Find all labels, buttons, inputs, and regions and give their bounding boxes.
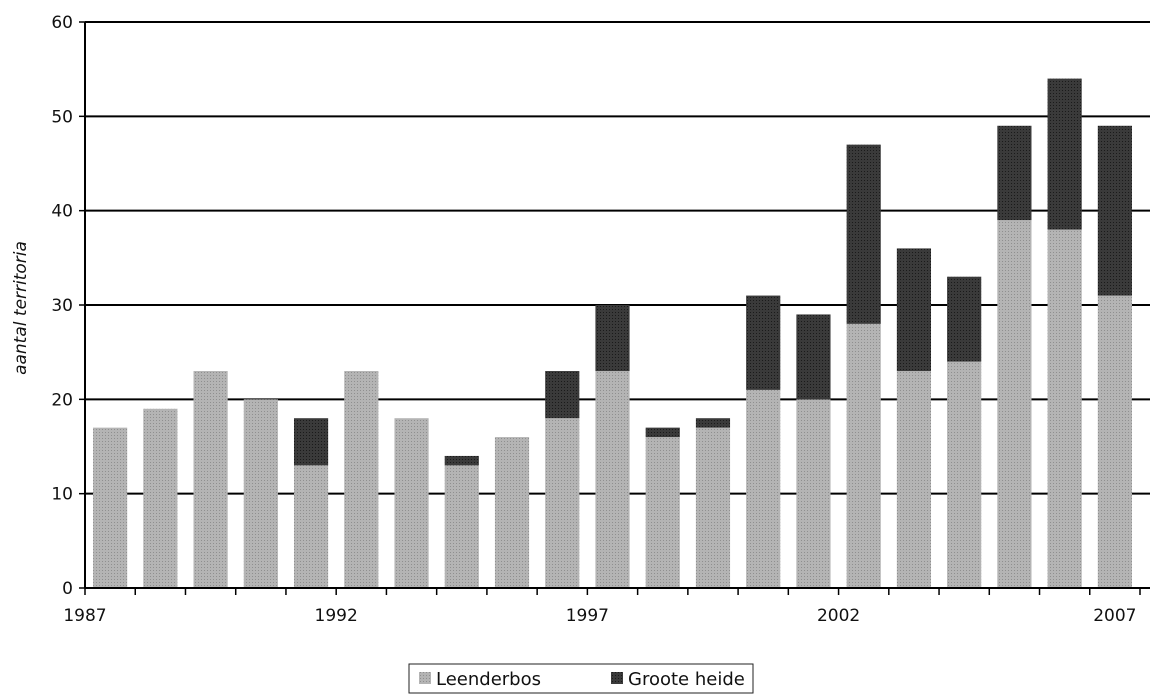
- bar-leenderbos-1997: [595, 371, 630, 588]
- bar-groote-heide-1994: [444, 455, 479, 466]
- bar-leenderbos-2006: [1047, 229, 1082, 589]
- y-tick-label-60: 60: [51, 13, 73, 33]
- axes: 0 10 20 30 40 50 60 1987 1992 1997 2002 2007: [51, 13, 1150, 626]
- bar-leenderbos-1998: [645, 437, 680, 588]
- legend-swatch-groote-heide: [611, 672, 623, 684]
- y-tick-label-50: 50: [51, 107, 73, 127]
- x-tick-label-1987: 1987: [63, 606, 106, 626]
- bar-leenderbos-1996: [545, 418, 580, 588]
- legend-swatch-leenderbos: [419, 672, 431, 684]
- bar-leenderbos-2005: [997, 220, 1032, 588]
- bar-leenderbos-2004: [947, 361, 982, 588]
- bar-leenderbos-1993: [394, 418, 429, 588]
- bar-leenderbos-2003: [896, 371, 932, 588]
- bar-leenderbos-1991: [293, 465, 329, 588]
- y-tick-label-20: 20: [51, 390, 73, 410]
- bar-groote-heide-2006: [1047, 78, 1082, 230]
- y-tick-label-40: 40: [51, 202, 73, 222]
- y-tick-label-0: 0: [62, 579, 73, 599]
- bar-leenderbos-1990: [243, 399, 278, 588]
- bar-leenderbos-1992: [344, 371, 379, 588]
- bar-groote-heide-2000: [746, 295, 781, 390]
- bar-groote-heide-2005: [997, 125, 1032, 221]
- bar-leenderbos-1994: [444, 465, 479, 588]
- bar-groote-heide-1999: [695, 418, 731, 428]
- bar-leenderbos-1999: [695, 427, 731, 588]
- bar-leenderbos-1987: [93, 427, 128, 588]
- legend: Leenderbos Groote heide: [408, 663, 754, 694]
- x-tick-label-1992: 1992: [315, 606, 358, 626]
- bars: [93, 78, 1132, 589]
- x-tick-label-2007: 2007: [1093, 606, 1136, 626]
- bar-leenderbos-1995: [494, 437, 530, 588]
- y-axis-title: aantal territoria: [11, 241, 31, 375]
- bar-groote-heide-1998: [645, 427, 680, 438]
- bar-leenderbos-2007: [1097, 295, 1132, 588]
- x-tick-label-1997: 1997: [566, 606, 609, 626]
- bar-groote-heide-2004: [947, 276, 982, 362]
- x-tick-label-2002: 2002: [817, 606, 860, 626]
- legend-label-leenderbos: Leenderbos: [436, 669, 541, 690]
- bar-groote-heide-2003: [896, 248, 932, 372]
- legend-frame: [408, 663, 754, 694]
- bar-groote-heide-1991: [293, 418, 329, 466]
- y-tick-label-30: 30: [51, 296, 73, 316]
- bar-groote-heide-2007: [1097, 125, 1132, 296]
- bar-groote-heide-2001: [796, 314, 831, 400]
- bar-leenderbos-2001: [796, 399, 831, 588]
- bar-leenderbos-1989: [193, 371, 228, 588]
- bar-groote-heide-2002: [846, 144, 881, 324]
- y-tick-label-10: 10: [51, 485, 73, 505]
- legend-label-groote-heide: Groote heide: [628, 669, 745, 690]
- bar-leenderbos-2002: [846, 323, 881, 588]
- bar-leenderbos-1988: [143, 408, 178, 588]
- bar-groote-heide-1997: [595, 305, 630, 372]
- bar-groote-heide-1996: [545, 371, 580, 419]
- bar-leenderbos-2000: [746, 389, 781, 588]
